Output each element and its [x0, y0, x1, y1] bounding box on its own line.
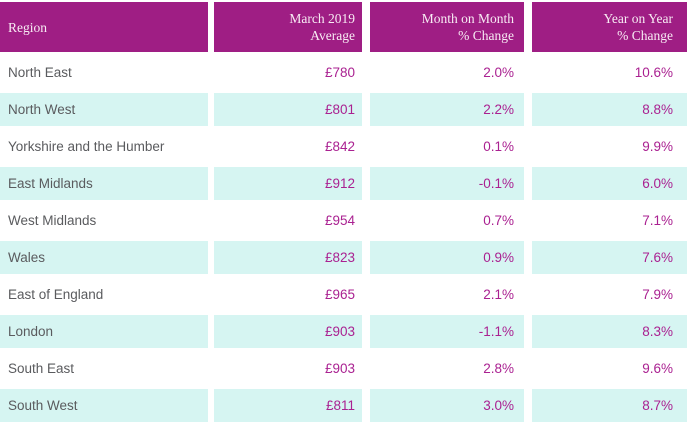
cell-mom-change: 0.7% [362, 200, 524, 237]
cell-mom-change: 2.2% [362, 89, 524, 126]
cell-region: East Midlands [0, 163, 208, 200]
cell-region: East of England [0, 274, 208, 311]
cell-yoy-change: 6.0% [524, 163, 687, 200]
cell-average: £965 [208, 274, 362, 311]
cell-yoy-change: 8.3% [524, 311, 687, 348]
cell-mom-change: 2.1% [362, 274, 524, 311]
cell-average: £780 [208, 52, 362, 89]
cell-mom-change: 2.8% [362, 348, 524, 385]
cell-region: West Midlands [0, 200, 208, 237]
cell-mom-change: -1.1% [362, 311, 524, 348]
cell-average: £811 [208, 385, 362, 422]
cell-region: North West [0, 89, 208, 126]
cell-yoy-change: 9.6% [524, 348, 687, 385]
column-header-region: Region [0, 2, 208, 52]
cell-average: £823 [208, 237, 362, 274]
cell-region: London [0, 311, 208, 348]
cell-average: £801 [208, 89, 362, 126]
cell-average: £903 [208, 348, 362, 385]
column-header-month-on-month: Month on Month % Change [362, 2, 524, 52]
cell-average: £842 [208, 126, 362, 163]
cell-region: Yorkshire and the Humber [0, 126, 208, 163]
cell-average: £912 [208, 163, 362, 200]
cell-yoy-change: 7.9% [524, 274, 687, 311]
cell-average: £954 [208, 200, 362, 237]
cell-yoy-change: 9.9% [524, 126, 687, 163]
cell-mom-change: 0.9% [362, 237, 524, 274]
cell-mom-change: 3.0% [362, 385, 524, 422]
cell-region: North East [0, 52, 208, 89]
cell-yoy-change: 7.6% [524, 237, 687, 274]
cell-yoy-change: 7.1% [524, 200, 687, 237]
column-header-average: March 2019 Average [208, 2, 362, 52]
cell-yoy-change: 8.7% [524, 385, 687, 422]
cell-region: South East [0, 348, 208, 385]
cell-average: £903 [208, 311, 362, 348]
cell-yoy-change: 8.8% [524, 89, 687, 126]
cell-region: Wales [0, 237, 208, 274]
cell-yoy-change: 10.6% [524, 52, 687, 89]
cell-region: South West [0, 385, 208, 422]
cell-mom-change: 0.1% [362, 126, 524, 163]
cell-mom-change: -0.1% [362, 163, 524, 200]
column-header-year-on-year: Year on Year % Change [524, 2, 687, 52]
cell-mom-change: 2.0% [362, 52, 524, 89]
